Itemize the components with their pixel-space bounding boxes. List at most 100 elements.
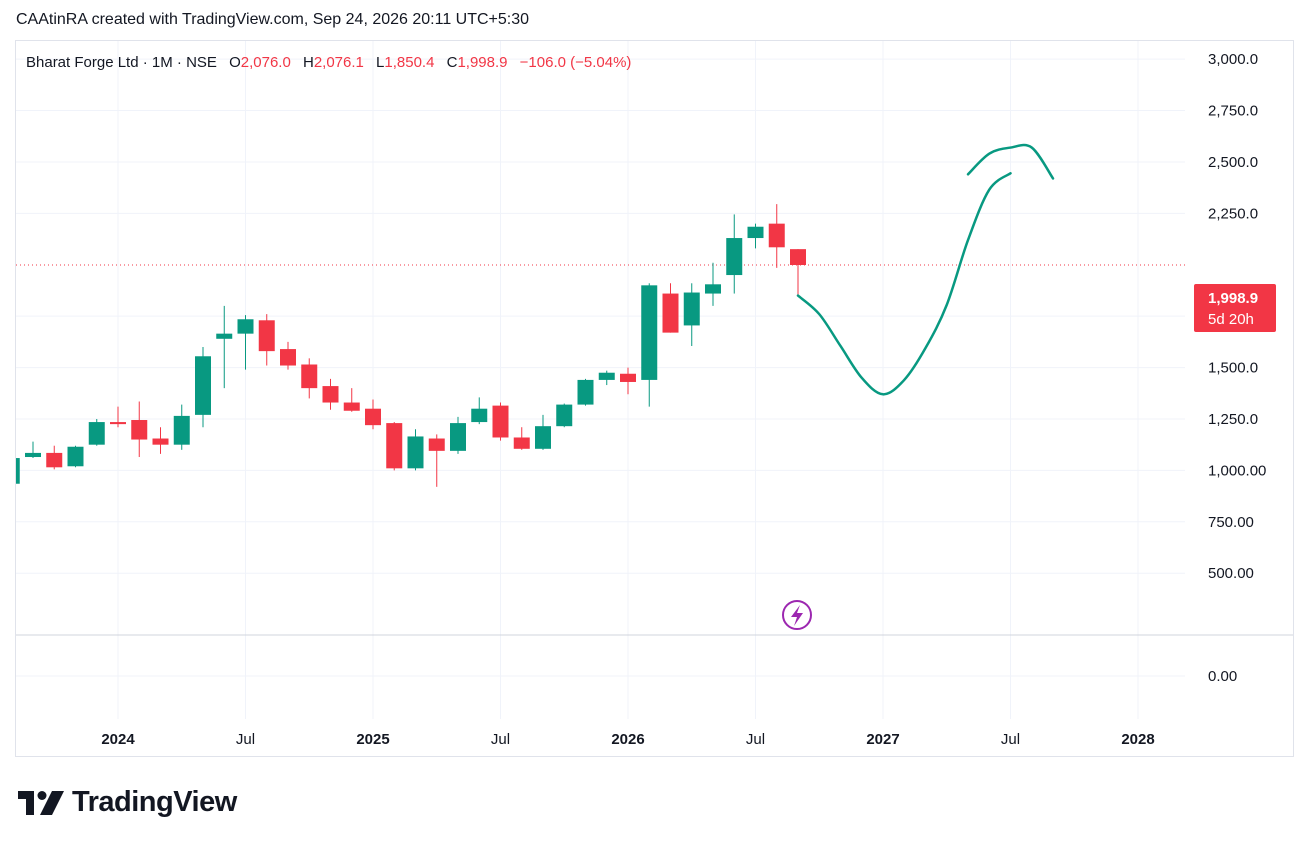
candle[interactable]: [513, 427, 530, 450]
close-value: 1,998.9: [457, 54, 508, 71]
price-tick-label: 2,500.0: [1208, 154, 1258, 171]
candle-body: [683, 292, 700, 326]
symbol-legend: Bharat Forge Ltd · 1M · NSE O2,076.0 H2,…: [26, 54, 631, 71]
price-axis: 3,000.02,750.02,500.02,250.01,750.01,500…: [1208, 51, 1266, 685]
candle-body: [258, 320, 275, 352]
candle-body: [535, 426, 551, 449]
candle[interactable]: [768, 204, 785, 268]
attribution-text: CAAtinRA created with TradingView.com, S…: [16, 11, 530, 28]
candle-body: [110, 422, 126, 425]
candle-body: [216, 333, 233, 339]
candle-body: [726, 238, 743, 276]
candle[interactable]: [280, 341, 296, 370]
candle[interactable]: [556, 403, 573, 428]
low-value: 1,850.4: [384, 54, 435, 71]
brand-name: TradingView: [72, 786, 237, 818]
candle[interactable]: [790, 249, 806, 296]
bar-countdown: 5d 20h: [1208, 311, 1254, 328]
candle-body: [322, 386, 339, 403]
candle[interactable]: [407, 429, 424, 471]
candle-body: [365, 408, 381, 426]
time-tick-label: 2024: [101, 731, 135, 748]
candle[interactable]: [492, 402, 509, 441]
chart-frame[interactable]: [15, 40, 1294, 757]
time-tick-label: 2025: [356, 731, 389, 748]
candle[interactable]: [110, 406, 126, 428]
candle-body: [577, 379, 594, 405]
open-label: O: [229, 54, 241, 71]
candle[interactable]: [641, 283, 658, 407]
candle[interactable]: [258, 314, 275, 366]
candle[interactable]: [726, 214, 743, 294]
close-label: C: [446, 54, 458, 71]
candle[interactable]: [598, 370, 615, 386]
time-tick-label: Jul: [1001, 731, 1020, 748]
candle[interactable]: [705, 262, 721, 306]
high-value: 2,076.1: [313, 54, 364, 71]
candle-body: [471, 408, 488, 423]
candle[interactable]: [88, 418, 105, 446]
symbol-title[interactable]: Bharat Forge Ltd · 1M · NSE: [26, 54, 217, 71]
candle[interactable]: [343, 388, 360, 412]
candle-body: [407, 436, 424, 469]
candle[interactable]: [46, 445, 63, 470]
candle[interactable]: [450, 416, 466, 454]
candle[interactable]: [237, 315, 254, 370]
price-tick-label: 2,250.0: [1208, 205, 1258, 222]
candle-body: [513, 437, 530, 449]
candle[interactable]: [4, 456, 20, 485]
candle[interactable]: [683, 283, 700, 346]
candle[interactable]: [662, 283, 679, 333]
candle-body: [705, 284, 721, 294]
candle-body: [641, 285, 658, 380]
candle-body: [173, 415, 190, 445]
lightning-icon[interactable]: [782, 600, 812, 630]
time-tick-label: Jul: [746, 731, 765, 748]
price-tick-label: 3,000.0: [1208, 51, 1258, 68]
high-label: H: [302, 54, 314, 71]
candle[interactable]: [471, 397, 488, 425]
candle[interactable]: [25, 441, 41, 459]
last-price-tag: 1,998.9 5d 20h: [1194, 284, 1276, 332]
candle-body: [25, 452, 41, 458]
time-tick-label: Jul: [491, 731, 510, 748]
candle[interactable]: [152, 427, 169, 454]
candle-body: [662, 293, 679, 333]
open-value: 2,076.0: [240, 54, 291, 71]
candle-body: [152, 438, 169, 445]
candle[interactable]: [620, 367, 636, 395]
candle[interactable]: [67, 445, 84, 468]
candle-body: [131, 420, 148, 440]
price-tick-label: 750.00: [1208, 514, 1254, 531]
candle-body: [747, 226, 764, 239]
candle[interactable]: [747, 223, 764, 249]
candle-body: [620, 373, 636, 382]
time-tick-label: 2026: [611, 731, 644, 748]
candle[interactable]: [301, 358, 318, 399]
candle[interactable]: [428, 434, 445, 487]
candle[interactable]: [195, 347, 211, 428]
candle[interactable]: [131, 401, 148, 458]
candle-body: [343, 402, 360, 411]
candle-body: [386, 423, 403, 469]
projection-curve[interactable]: [796, 172, 1012, 396]
candle[interactable]: [216, 305, 233, 389]
candle[interactable]: [322, 378, 339, 410]
time-tick-label: Jul: [236, 731, 255, 748]
projection-hook[interactable]: [966, 143, 1055, 180]
candle[interactable]: [535, 414, 551, 450]
last-price-value: 1,998.9: [1208, 290, 1258, 307]
candle[interactable]: [577, 378, 594, 406]
candle[interactable]: [386, 422, 403, 471]
price-tick-label: 1,250.0: [1208, 411, 1258, 428]
candle-body: [598, 372, 615, 380]
candle[interactable]: [365, 399, 381, 430]
candle[interactable]: [173, 404, 190, 450]
time-axis: 2024 Jul 2025 Jul 2026 Jul 2027 Jul 2028: [101, 731, 1154, 748]
footer-brand[interactable]: TradingView: [18, 786, 237, 819]
candle-body: [67, 446, 84, 467]
candle-body: [16, 458, 20, 484]
candle-body: [428, 438, 445, 451]
candle-body: [237, 319, 254, 334]
